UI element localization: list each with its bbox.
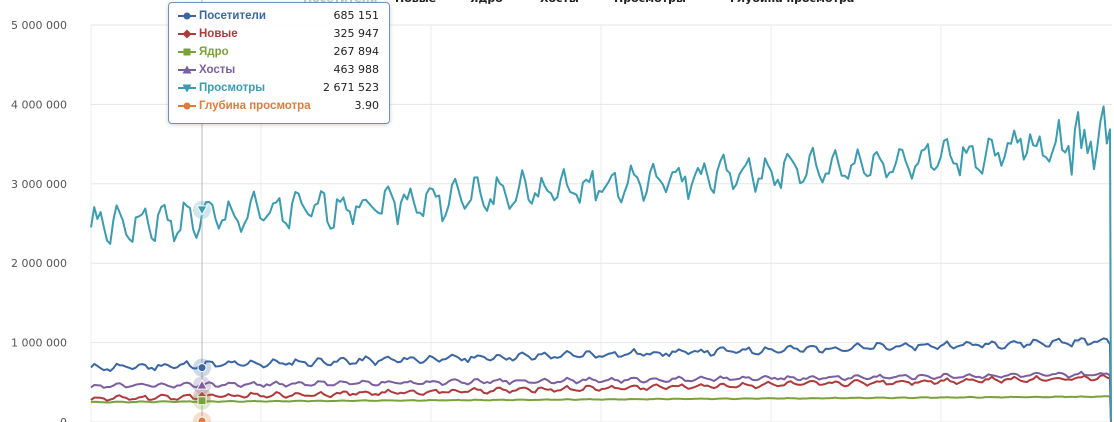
- y-tick-label: 3 000 000: [11, 178, 67, 191]
- y-tick-label: 1 000 000: [11, 337, 67, 350]
- tooltip-series-marker: [178, 12, 196, 20]
- tooltip-series-name: Просмотры: [199, 82, 266, 94]
- hover-point-marker: [196, 379, 208, 390]
- tooltip-series-value: 2 671 523: [323, 81, 379, 94]
- tooltip-series-marker: [178, 29, 196, 39]
- legend-label: Просмотры: [614, 0, 686, 5]
- tooltip-series-name: Глубина просмотра: [199, 100, 311, 112]
- series-line: [90, 105, 1112, 421]
- tooltip-row: Глубина просмотра 3.90: [177, 97, 381, 115]
- tooltip-row: Ядро 267 894: [177, 43, 381, 61]
- chart-tooltip: Посетители 685 151 Новые 325 947 Ядро 267 894…: [168, 2, 390, 124]
- series-line: [90, 370, 1112, 422]
- tooltip-series-marker: [178, 84, 196, 93]
- y-tick-label: 4 000 000: [11, 98, 67, 111]
- y-tick-label: 0: [60, 416, 67, 422]
- tooltip-row: Посетители 685 151: [177, 7, 381, 25]
- series-line: [90, 374, 1112, 422]
- tooltip-series-marker: [178, 102, 196, 110]
- legend-label: Хосты: [540, 0, 579, 5]
- y-tick-label: 2 000 000: [11, 257, 67, 270]
- tooltip-series-name: Новые: [199, 28, 238, 40]
- tooltip-series-value: 267 894: [333, 45, 380, 58]
- legend-label: Новые: [395, 0, 436, 5]
- tooltip-series-value: 685 151: [333, 9, 380, 22]
- tooltip-series-name: Посетители: [199, 10, 266, 22]
- hover-point-marker: [196, 205, 208, 216]
- series-line: [90, 337, 1112, 422]
- tooltip-series-marker: [178, 65, 196, 74]
- hover-point-marker: [197, 396, 207, 406]
- legend-label: Ядро: [470, 0, 503, 5]
- tooltip-series-name: Ядро: [199, 46, 229, 58]
- series-line: [90, 395, 1112, 422]
- y-tick-label: 5 000 000: [11, 19, 67, 32]
- tooltip-series-value: 325 947: [333, 27, 380, 40]
- tooltip-series-marker: [178, 48, 196, 56]
- hover-point-marker: [197, 363, 207, 373]
- tooltip-row: Новые 325 947: [177, 25, 381, 43]
- tooltip-series-value: 463 988: [333, 63, 380, 76]
- legend-label: Глубина просмотра: [730, 0, 854, 5]
- tooltip-series-value: 3.90: [354, 99, 380, 112]
- tooltip-row: Хосты 463 988: [177, 61, 381, 79]
- hover-point-marker: [197, 416, 207, 422]
- tooltip-row: Просмотры 2 671 523: [177, 79, 381, 97]
- tooltip-series-name: Хосты: [199, 64, 236, 76]
